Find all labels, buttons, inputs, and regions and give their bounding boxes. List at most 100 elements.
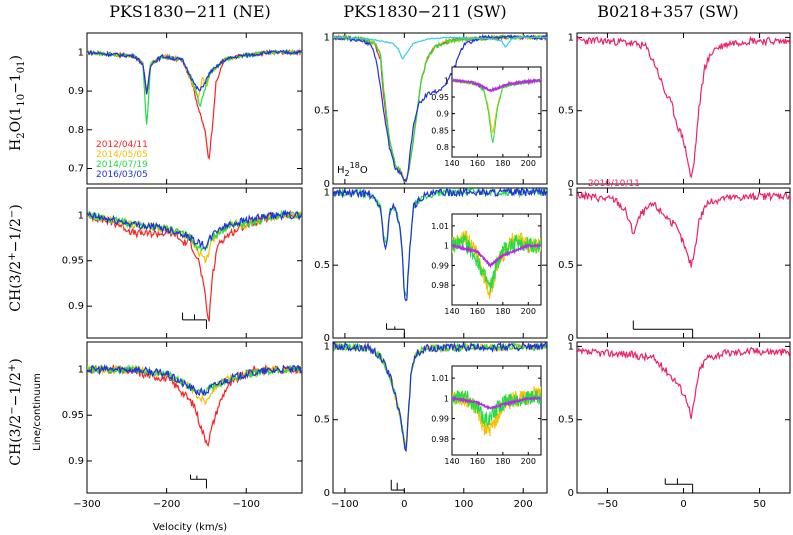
- panel-c1r3: −300 −200 −100 0.9 0.95 1: [62, 341, 303, 510]
- column-title-1: PKS1830−211 (NE): [109, 2, 271, 21]
- c2r1-ytick-label: 0: [324, 179, 330, 190]
- c2r1-series-2016/03/05: [333, 33, 547, 183]
- c2r3-inset-frame: [451, 365, 542, 456]
- c3r1-ytick-label: 0.5: [558, 106, 574, 117]
- c2r2-ytick-label: 0: [324, 333, 330, 344]
- c2r3-ytick-label: 0.5: [314, 415, 330, 426]
- c2r2-frame: [332, 187, 548, 339]
- c3r2-series-B0218: [577, 190, 790, 268]
- c2r3-frame: [332, 341, 548, 494]
- c3r2-ytick-label: 1: [568, 187, 574, 198]
- panel-c1r2: 0.9 0.95 1: [62, 187, 303, 339]
- c2r3-inset-series-2014/07/19: [452, 390, 541, 427]
- c2r3-inset-ytick-label: 1.01: [431, 374, 449, 383]
- h2-18o-label: H218O: [337, 161, 368, 178]
- c3r2-ytick-label: 0.5: [558, 260, 574, 271]
- column-title-3: B0218+357 (SW): [597, 2, 738, 21]
- c1r3-xtick-label: −100: [233, 499, 260, 510]
- c3r3-ytick-label: 0.5: [558, 415, 574, 426]
- c2r2-inset-series-group: [452, 230, 541, 300]
- c2r3-series-group: [333, 342, 547, 493]
- c2r3-inset-xtick-label: 200: [521, 457, 536, 466]
- c3r1-frame: [576, 32, 791, 185]
- c2r2-inset-frame: [451, 213, 542, 306]
- row-label-ch-plus: CH(3/2+−1/2−): [7, 204, 24, 311]
- c2r1-inset-xtick-label: 160: [470, 159, 485, 168]
- c2r1-inset-xtick-label: 180: [495, 159, 510, 168]
- c1r2-series-group: [87, 209, 302, 329]
- c1r1-series-group: [87, 48, 302, 161]
- c1r2-ytick-label: 0.9: [68, 301, 84, 312]
- c2r3-xtick-label: 200: [514, 499, 533, 510]
- c1r3-series-2016/03/05: [87, 363, 302, 397]
- c1r1-ytick-label: 0.9: [68, 86, 84, 97]
- c2r1-inset-ytick-label: 0.8: [436, 143, 449, 152]
- row-label-ch-minus: CH(3/2−−1/2+): [7, 358, 24, 465]
- legend: 2012/04/11 2014/05/05 2014/07/19 2016/03…: [96, 140, 148, 180]
- b0218-date-label: 2016/10/11: [588, 179, 640, 189]
- c1r3-ytick-label: 1: [78, 364, 84, 375]
- c2r3-inset-xtick-label: 160: [470, 457, 485, 466]
- c1r3-series-group: [87, 363, 302, 489]
- c2r2-inset-ytick-label: 1: [444, 242, 449, 251]
- c1r1-series-2014/07/19: [87, 48, 302, 125]
- c1r3-ytick-label: 0.9: [68, 456, 84, 467]
- c2r2-inset-xtick-label: 160: [470, 307, 485, 316]
- c1r1-ytick-label: 0.8: [68, 125, 84, 136]
- c2r3-inset-series-average: [452, 395, 541, 411]
- legend-entry-2014-07: 2014/07/19: [96, 160, 148, 170]
- c2r3-inset-xtick-label: 180: [495, 457, 510, 466]
- y-axis-label: Line/continuum: [32, 373, 43, 451]
- legend-entry-2014-05: 2014/05/05: [96, 150, 148, 160]
- c1r1-series-2016/03/05: [87, 48, 302, 95]
- c2r3-ytick-label: 1: [324, 341, 330, 352]
- panel-c3r2: 00.51: [558, 187, 791, 344]
- c3r3-ytick-label: 1: [568, 341, 574, 352]
- c2r2-inset-xtick-label: 180: [495, 307, 510, 316]
- panel-c3r3: −50 0 50 0 0.5 1: [558, 341, 791, 510]
- c2r2-ytick-label: 1: [324, 187, 330, 198]
- c2r1-ytick-label: 1: [324, 32, 330, 43]
- c1r2-ytick-label: 0.95: [62, 256, 84, 267]
- c2r3-series-2016/03/05: [333, 342, 547, 453]
- c2r3-xtick-label: 0: [401, 499, 407, 510]
- c2r2-inset-series-average: [452, 242, 541, 269]
- c3r3-xtick-label: 0: [680, 499, 686, 510]
- svg-text:H2O(110−101): H2O(110−101): [8, 55, 27, 151]
- c3r1-series-group: [577, 35, 790, 179]
- c2r1-series-H2-18O: [333, 36, 547, 60]
- c3r2-ytick-label: 0: [568, 333, 574, 344]
- c3r1-series-B0218: [577, 35, 790, 179]
- panel-c2r2: 0 0.5 1 140 160 180 200 0.98 0.99 1 1.01: [314, 187, 548, 344]
- c2r1-ytick-label: 0.5: [314, 106, 330, 117]
- c3r3-series-group: [577, 346, 790, 493]
- c2r2-inset-xtick-label: 140: [444, 307, 459, 316]
- c2r3-inset-ytick-label: 0.99: [431, 415, 449, 424]
- c2r1-inset-ytick-label: 0.85: [431, 126, 449, 135]
- c2r1-inset-frame: [451, 66, 542, 158]
- c1r3-ytick-label: 0.95: [62, 410, 84, 421]
- c2r1-inset-series-average: [452, 77, 541, 93]
- c1r1-ytick-label: 1: [78, 47, 84, 58]
- svg-text:CH(3/2+−1/2−): CH(3/2+−1/2−): [7, 204, 24, 311]
- row-label-h2o: H2O(110−101): [8, 55, 27, 151]
- x-axis-label: Velocity (km/s): [153, 522, 227, 533]
- svg-text:CH(3/2−−1/2+): CH(3/2−−1/2+): [7, 358, 24, 465]
- c2r3-inset-xtick-label: 140: [444, 457, 459, 466]
- c2r3-inset-ytick-label: 0.98: [431, 435, 449, 444]
- c2r3-xtick-label: 100: [454, 499, 473, 510]
- c2r2-inset-ytick-label: 1.01: [431, 222, 449, 231]
- c2r2-series-2016/03/05: [333, 188, 547, 302]
- c3r3-xtick-label: 50: [753, 499, 766, 510]
- panel-c3r1: 00.51: [558, 32, 791, 190]
- c2r1-frame: [332, 32, 548, 185]
- c2r3-ytick-label: 0: [324, 488, 330, 499]
- c3r2-frame: [576, 187, 791, 339]
- c2r1-series-group: [333, 33, 547, 183]
- c3r3-ytick-label: 0: [568, 488, 574, 499]
- c2r1-inset-series-group: [452, 77, 541, 143]
- c1r1-ytick-label: 0.7: [68, 164, 84, 175]
- c1r2-series-2016/03/05: [87, 209, 302, 250]
- c2r2-inset-ytick-label: 0.98: [431, 281, 449, 290]
